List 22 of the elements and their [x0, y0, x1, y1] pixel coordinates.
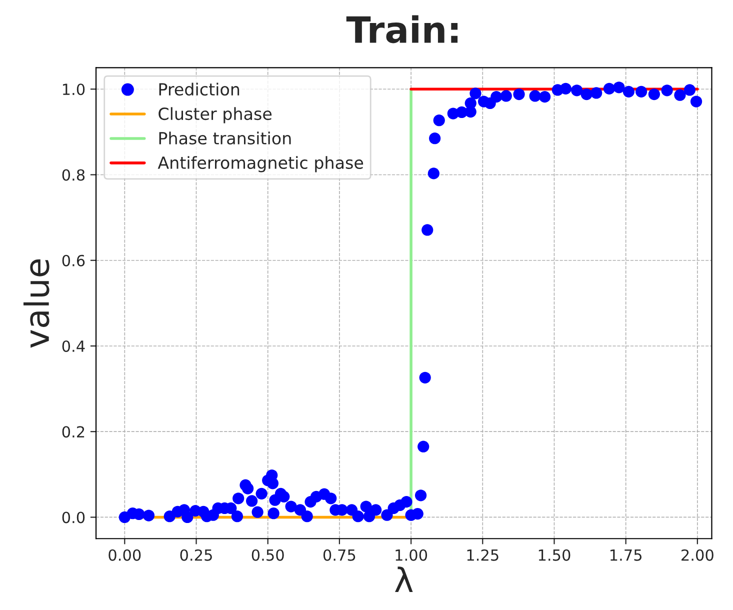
- y-tick-label: 0.6: [62, 254, 85, 266]
- y-tick-label: 0.2: [62, 426, 84, 438]
- x-tick-label: 2.00: [682, 549, 714, 561]
- y-tick-label: 1.0: [62, 84, 85, 96]
- chart-title: Train:: [346, 15, 458, 44]
- y-tick-label: 0.0: [62, 512, 85, 524]
- legend-label: Cluster phase: [158, 107, 272, 124]
- x-tick-label: 1.25: [467, 549, 498, 561]
- x-axis-title: λ: [395, 566, 413, 592]
- x-tick-label: 1.75: [610, 550, 642, 561]
- x-tick-label: 1.00: [396, 549, 428, 561]
- x-tick-label: 0.50: [252, 549, 284, 561]
- legend-label: Prediction: [159, 82, 240, 96]
- y-tick-label: 0.8: [62, 169, 85, 181]
- x-tick-label: 0.00: [108, 549, 141, 561]
- x-tick-label: 0.75: [323, 549, 356, 561]
- x-tick-label: 0.25: [180, 549, 212, 561]
- y-axis-title: value: [23, 259, 50, 348]
- legend-label: Antiferromagnetic phase: [158, 156, 364, 172]
- y-tick-label: 0.4: [62, 340, 85, 352]
- x-tick-label: 1.50: [538, 549, 570, 561]
- legend-label: Phase transition: [159, 132, 291, 145]
